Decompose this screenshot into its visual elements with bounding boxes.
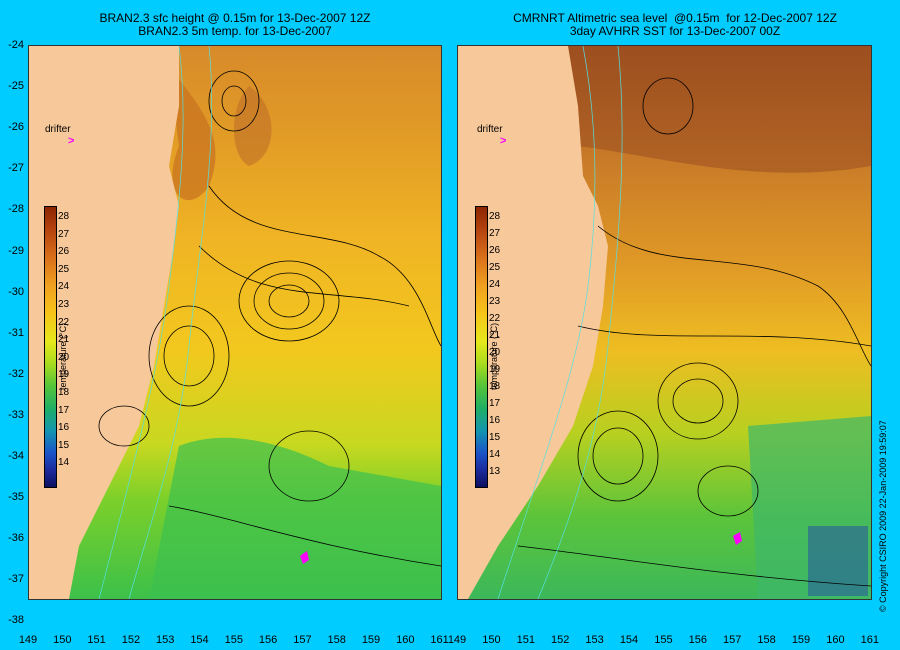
x-tick-label: 160 <box>396 634 415 646</box>
left-title-line1: BRAN2.3 sfc height @ 0.15m for 13-Dec-20… <box>99 11 371 25</box>
colorbar-tick-label: 23 <box>58 299 70 310</box>
y-tick-label: -34 <box>8 450 24 462</box>
y-tick-label: -36 <box>8 532 24 545</box>
x-tick-label: 156 <box>258 634 278 646</box>
colorbar-tick-label: 26 <box>58 246 70 258</box>
colorbar-tick-label: 25 <box>58 263 70 275</box>
colorbar-tick-label: 16 <box>58 422 70 434</box>
x-tick-label: 161 <box>860 634 879 646</box>
x-tick-label: 157 <box>723 634 742 646</box>
right-colorbar <box>475 206 488 488</box>
colorbar-tick-label: 25 <box>489 262 501 273</box>
y-tick-label: -32 <box>8 367 24 380</box>
x-tick-label: 159 <box>791 634 811 646</box>
y-tick-label: -25 <box>8 80 24 93</box>
colorbar-tick-label: 21 <box>58 334 70 346</box>
colorbar-tick-label: 13 <box>489 466 501 477</box>
colorbar-tick-label: 28 <box>489 211 501 222</box>
y-tick-label: -33 <box>8 408 24 421</box>
left-colorbar <box>44 206 57 488</box>
colorbar-tick-label: 22 <box>58 316 70 328</box>
right-title-line2: 3day AVHRR SST for 13-Dec-2007 00Z <box>569 24 781 38</box>
x-tick-label: 152 <box>121 634 141 646</box>
x-tick-label: 150 <box>53 634 72 646</box>
y-tick-label: -29 <box>8 244 24 257</box>
x-tick-label: 156 <box>688 634 707 646</box>
colorbar-tick-label: 14 <box>489 449 501 460</box>
y-tick-label: -27 <box>8 162 24 175</box>
copyright-notice: © Copyright CSIRO 2009 22-Jan-2009 19:59… <box>878 420 888 612</box>
colorbar-tick-label: 20 <box>489 347 501 358</box>
colorbar-tick-label: 15 <box>58 439 70 451</box>
colorbar-tick-label: 18 <box>489 381 501 392</box>
colorbar-tick-label: 23 <box>489 296 501 307</box>
right-map-panel <box>457 45 872 600</box>
left-map-panel <box>28 45 442 600</box>
x-tick-label: 160 <box>826 634 845 646</box>
y-tick-label: -28 <box>8 203 24 216</box>
colorbar-tick-label: 19 <box>489 364 501 375</box>
colorbar-tick-label: 17 <box>58 404 70 416</box>
right-drifter-track <box>733 532 742 545</box>
colorbar-tick-label: 21 <box>489 330 501 341</box>
right-colorbar-title: temperature (°C) <box>489 322 499 390</box>
y-tick-label: -30 <box>8 285 24 298</box>
left-colorbar-title: temperature (°C) <box>58 322 68 390</box>
x-tick-label: 151 <box>87 634 106 646</box>
colorbar-tick-label: 16 <box>489 415 501 426</box>
x-tick-label: 149 <box>447 634 467 646</box>
x-tick-label: 158 <box>757 634 776 646</box>
left-map-image <box>29 46 441 599</box>
x-tick-label: 158 <box>327 634 346 646</box>
colorbar-tick-label: 28 <box>58 211 70 222</box>
x-tick-label: 153 <box>585 634 604 646</box>
colorbar-tick-label: 27 <box>58 228 70 240</box>
x-tick-label: 157 <box>293 634 312 646</box>
colorbar-tick-label: 22 <box>489 313 501 324</box>
x-tick-label: 153 <box>156 634 175 646</box>
colorbar-tick-label: 18 <box>58 387 70 398</box>
left-drifter-track <box>300 551 309 564</box>
right-title-line1: CMRNRT Altimetric sea level @0.15m for 1… <box>513 11 837 25</box>
colorbar-tick-label: 24 <box>58 281 70 293</box>
y-tick-label: -35 <box>8 491 24 504</box>
colorbar-tick-label: 20 <box>58 351 70 363</box>
left-drifter-marker-icon: > <box>68 135 75 147</box>
y-tick-label: -31 <box>8 326 24 339</box>
colorbar-tick-label: 19 <box>58 369 70 381</box>
colorbar-tick-label: 26 <box>489 245 501 256</box>
left-title-line2: BRAN2.3 5m temp. for 13-Dec-2007 <box>138 24 332 38</box>
x-tick-label: 155 <box>224 634 243 646</box>
right-drifter-label: drifter <box>477 124 503 135</box>
colorbar-tick-label: 14 <box>58 457 70 469</box>
x-tick-label: 161 <box>430 634 449 646</box>
right-drifter-marker-icon: > <box>500 135 507 147</box>
x-tick-label: 159 <box>361 634 381 646</box>
right-map-image <box>458 46 871 599</box>
x-tick-label: 150 <box>482 634 501 646</box>
x-tick-label: 151 <box>516 634 535 646</box>
y-tick-label: -24 <box>8 39 24 51</box>
colorbar-tick-label: 17 <box>489 398 501 409</box>
colorbar-tick-label: 24 <box>489 279 501 290</box>
x-tick-label: 154 <box>619 634 639 646</box>
y-tick-label: -26 <box>8 121 24 134</box>
colorbar-tick-label: 27 <box>489 228 501 239</box>
left-drifter-label: drifter <box>45 124 71 135</box>
x-tick-label: 149 <box>18 634 38 646</box>
x-tick-label: 152 <box>551 634 570 646</box>
x-tick-label: 154 <box>190 634 209 646</box>
colorbar-tick-label: 15 <box>489 432 501 443</box>
y-tick-label: -37 <box>8 573 24 586</box>
x-tick-label: 155 <box>654 634 673 646</box>
y-tick-label: -38 <box>8 614 24 627</box>
